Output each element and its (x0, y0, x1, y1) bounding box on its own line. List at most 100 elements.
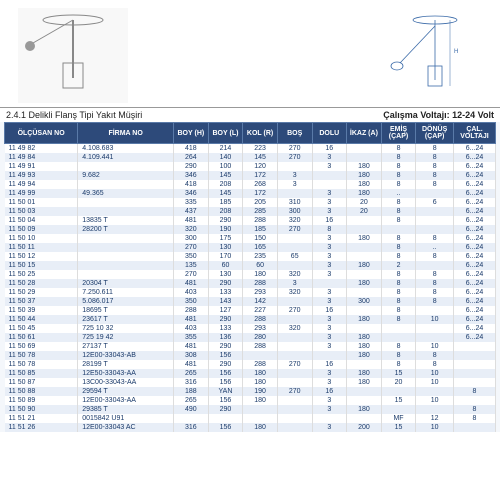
table-cell: 418 (174, 144, 209, 154)
table-cell (416, 306, 454, 315)
table-cell: 3 (312, 423, 347, 432)
col-header: KOL (R) (243, 123, 278, 144)
table-cell: 6...24 (453, 225, 495, 234)
table-cell: 16 (312, 144, 347, 154)
table-cell (347, 414, 382, 423)
table-cell: 293 (243, 288, 278, 297)
table-row: 11 50 01335185205310320866...24 (5, 198, 496, 207)
table-cell (347, 144, 382, 154)
table-cell: 3 (312, 396, 347, 405)
table-cell: 180 (347, 234, 382, 243)
table-cell: 8 (381, 216, 416, 225)
table-cell: 403 (174, 324, 209, 333)
table-cell: 11 50 10 (5, 234, 78, 243)
table-cell: 11 50 37 (5, 297, 78, 306)
table-cell: 320 (277, 324, 312, 333)
voltage-label: Çalışma Voltajı: 12-24 Volt (383, 110, 494, 120)
table-cell: 9.682 (78, 171, 174, 180)
col-header: ÖLÇÜSAN NO (5, 123, 78, 144)
table-cell: 145 (243, 153, 278, 162)
table-row: 11 51 2612E00-33043 AC31615618032001510 (5, 423, 496, 432)
table-cell: 11 50 11 (5, 243, 78, 252)
table-cell: 156 (208, 396, 243, 405)
top-section: H (0, 0, 500, 108)
table-cell: 120 (243, 162, 278, 171)
table-cell (416, 405, 454, 414)
table-cell: 3 (312, 243, 347, 252)
table-cell: 8 (416, 351, 454, 360)
table-cell: 172 (243, 171, 278, 180)
table-cell: 316 (174, 423, 209, 432)
table-cell: 6...24 (453, 288, 495, 297)
table-cell: 316 (174, 378, 209, 387)
table-cell: 288 (243, 279, 278, 288)
table-cell: 190 (208, 225, 243, 234)
table-cell: 293 (243, 324, 278, 333)
table-cell (312, 414, 347, 423)
table-cell: 481 (174, 360, 209, 369)
table-cell: 12E00-33043-AB (78, 351, 174, 360)
table-cell: .. (381, 189, 416, 198)
table-cell: 143 (208, 297, 243, 306)
table-cell: 3 (312, 288, 347, 297)
table-cell: 180 (347, 180, 382, 189)
table-cell: 490 (174, 405, 209, 414)
table-cell: 10 (416, 423, 454, 432)
table-row: 11 50 0928200 T32019018527086...24 (5, 225, 496, 234)
table-cell: 11 51 21 (5, 414, 78, 423)
table-cell: 11 50 87 (5, 378, 78, 387)
table-cell (243, 414, 278, 423)
table-cell (277, 396, 312, 405)
table-row: 11 50 0343720828530032086...24 (5, 207, 496, 216)
table-row: 11 50 151356060318026...24 (5, 261, 496, 270)
col-header: FİRMA NO (78, 123, 174, 144)
table-cell: 8 (381, 162, 416, 171)
table-cell: 11 49 82 (5, 144, 78, 154)
table-cell: 320 (277, 270, 312, 279)
table-cell: 8 (416, 234, 454, 243)
table-cell: 140 (208, 153, 243, 162)
table-cell (453, 369, 495, 378)
table-cell: YAN (208, 387, 243, 396)
table-cell: 145 (208, 171, 243, 180)
table-cell (347, 270, 382, 279)
table-cell: 135 (174, 261, 209, 270)
table-cell: 3 (277, 279, 312, 288)
table-cell: 8 (381, 198, 416, 207)
table-cell: 133 (208, 288, 243, 297)
table-cell: 6...24 (453, 297, 495, 306)
table-cell: 3 (312, 162, 347, 171)
table-cell: 3 (312, 369, 347, 378)
table-cell: 23617 T (78, 315, 174, 324)
table-cell: 6...24 (453, 333, 495, 342)
table-row: 11 50 7812E00-33043-AB30815618088 (5, 351, 496, 360)
table-cell: 8 (453, 405, 495, 414)
table-cell: 142 (243, 297, 278, 306)
table-cell: MF (381, 414, 416, 423)
table-cell: 156 (208, 351, 243, 360)
table-cell: 11 49 99 (5, 189, 78, 198)
table-cell: 11 50 39 (5, 306, 78, 315)
table-cell (78, 198, 174, 207)
col-header: İKAZ (A) (347, 123, 382, 144)
table-cell: 156 (208, 378, 243, 387)
table-cell: 15 (381, 369, 416, 378)
table-cell: 8 (416, 252, 454, 261)
table-cell: 180 (347, 342, 382, 351)
table-row: 11 50 0413835 T4812902883201686...24 (5, 216, 496, 225)
table-cell: 8 (416, 297, 454, 306)
table-row: 11 50 3918695 T2881272272701686...24 (5, 306, 496, 315)
table-cell: 437 (174, 207, 209, 216)
table-cell: 300 (277, 207, 312, 216)
table-cell: 6...24 (453, 171, 495, 180)
table-cell: 8 (381, 315, 416, 324)
table-cell (416, 216, 454, 225)
table-cell: 11 50 88 (5, 387, 78, 396)
table-cell (277, 189, 312, 198)
table-cell (347, 360, 382, 369)
table-cell: 11 50 61 (5, 333, 78, 342)
table-cell: 156 (208, 369, 243, 378)
table-cell: 6...24 (453, 198, 495, 207)
section-title: 2.4.1 Delikli Flanş Tipi Yakıt Müşiri (6, 110, 142, 120)
table-cell: 2 (381, 261, 416, 270)
